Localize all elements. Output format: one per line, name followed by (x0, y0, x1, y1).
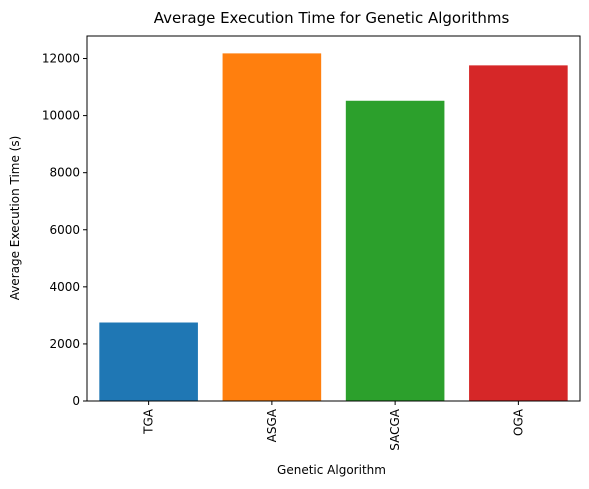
x-tick-label-asga: ASGA (265, 408, 279, 442)
x-tick-label-oga: OGA (511, 408, 525, 436)
y-tick-label: 4000 (49, 280, 80, 294)
bar-oga (469, 65, 568, 402)
bar-tga (99, 322, 198, 401)
axes-frame (86, 35, 581, 402)
x-tick-label-tga: TGA (142, 408, 156, 435)
y-tick-label: 8000 (49, 166, 80, 180)
y-tick-label: 2000 (49, 337, 80, 351)
y-tick-label: 0 (72, 394, 80, 408)
y-tick-label: 6000 (49, 223, 80, 237)
plot-area: 0 2000 4000 6000 8000 10000 12000 TGA ASGA SACGA O… (42, 35, 581, 451)
x-tick-label-sacga: SACGA (388, 408, 402, 451)
y-tick-label: 10000 (42, 109, 80, 123)
bar-sacga (345, 100, 445, 401)
y-axis-label: Average Execution Time (s) (8, 136, 22, 301)
x-axis-label: Genetic Algorithm (277, 463, 386, 477)
y-tick-label: 12000 (42, 52, 80, 66)
bar-asga (222, 53, 322, 401)
chart-title: Average Execution Time for Genetic Algor… (154, 9, 510, 27)
